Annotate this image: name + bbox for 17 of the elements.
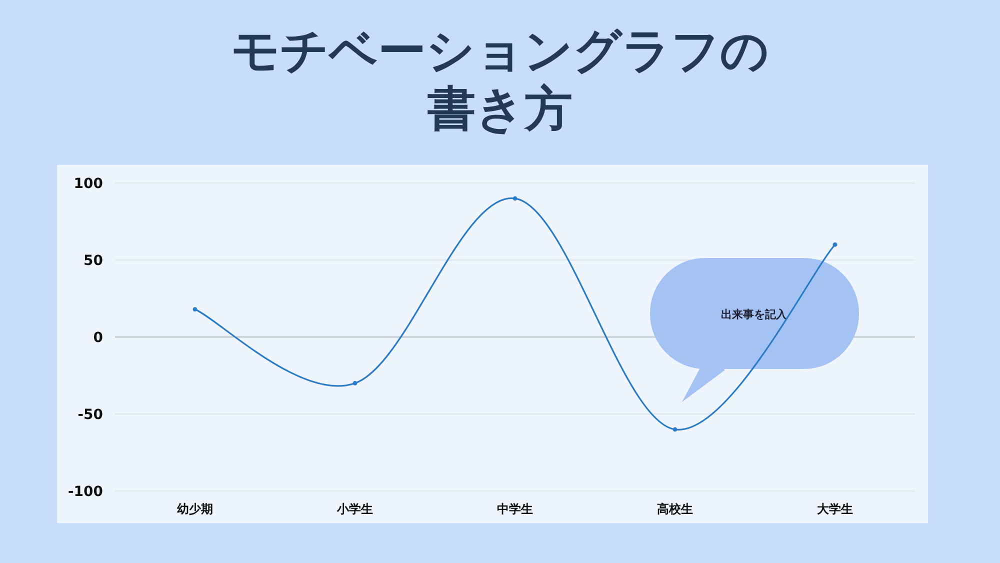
x-tick-label: 小学生 [336, 502, 373, 516]
y-tick-label: -50 [78, 407, 104, 423]
annotation: 出来事を記入 [721, 308, 788, 321]
chart-title: モチベーショングラフの書き方 [230, 22, 770, 138]
point [352, 381, 358, 386]
point [672, 427, 678, 432]
x-tick-label: 幼少期 [177, 502, 213, 516]
point [192, 307, 198, 312]
point [832, 242, 838, 247]
point [512, 196, 518, 201]
x-tick-label: 高校生 [657, 502, 693, 516]
x-tick-label: 中学生 [497, 502, 533, 516]
y-tick-label: 100 [74, 176, 104, 192]
y-tick-label: 0 [93, 330, 104, 346]
y-tick-label: -100 [68, 484, 104, 500]
y-tick-label: 50 [84, 253, 104, 269]
x-tick-label: 大学生 [817, 502, 853, 516]
